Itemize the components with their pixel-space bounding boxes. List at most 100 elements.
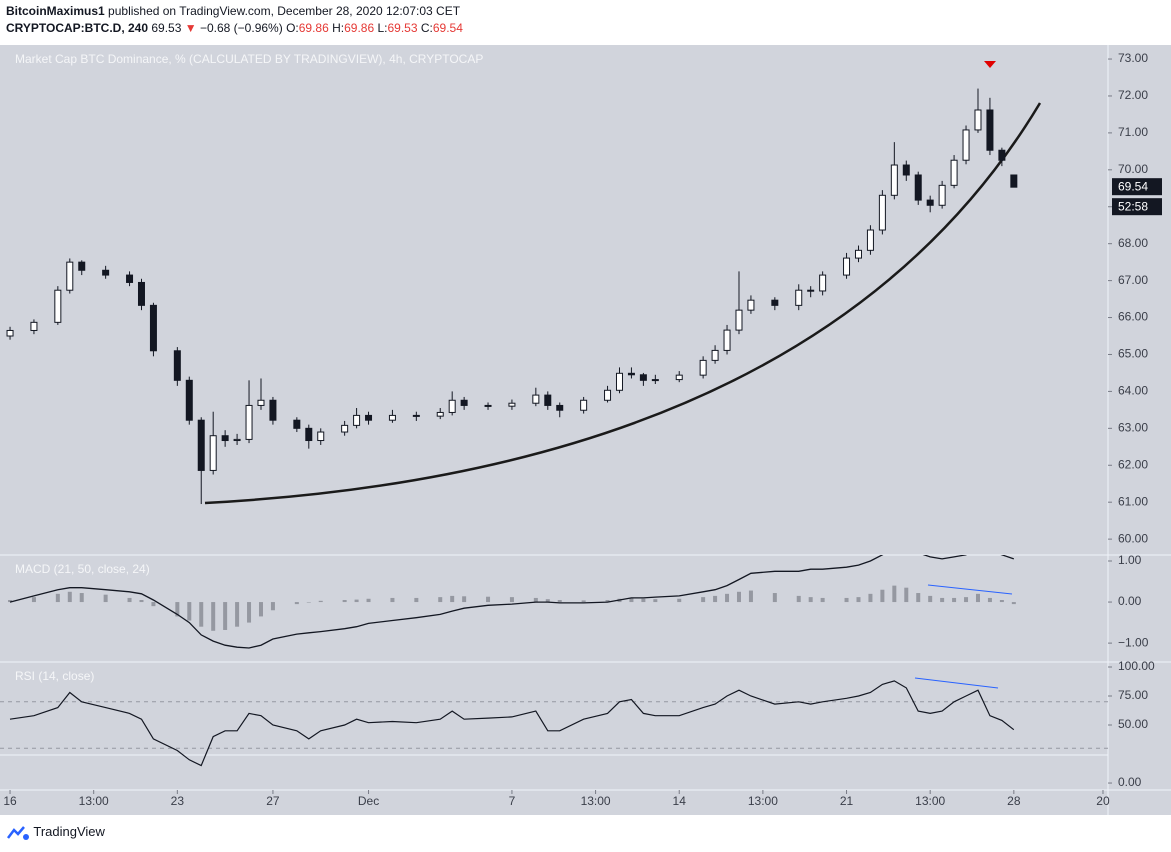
histogram-bar: [199, 602, 204, 627]
histogram-bar: [342, 600, 347, 603]
histogram-bar: [975, 593, 980, 603]
histogram-bar: [55, 593, 60, 603]
candle-body: [556, 404, 564, 411]
histogram-bar: [235, 602, 240, 627]
candle-body: [508, 402, 516, 407]
candle-body: [484, 404, 492, 407]
ohlc-h: H:69.86: [332, 21, 374, 35]
histogram-bar: [713, 595, 718, 603]
histogram-bar: [808, 597, 813, 603]
y-tick-label: 62.00: [1118, 457, 1148, 471]
histogram-bar: [533, 597, 538, 603]
candle-body: [795, 289, 803, 306]
histogram-bar: [390, 597, 395, 603]
x-tick-label: 16: [3, 794, 17, 808]
candle-body: [460, 399, 468, 406]
histogram-bar: [545, 599, 550, 603]
candle-body: [137, 281, 145, 306]
candle-body: [723, 329, 731, 351]
candle-body: [651, 379, 659, 382]
histogram-bar: [438, 597, 443, 603]
candle-body: [185, 379, 193, 421]
histogram-bar: [211, 602, 216, 631]
divergence-line: [927, 584, 1013, 595]
histogram-bar: [796, 595, 801, 603]
candle-body: [950, 159, 958, 186]
candle-body: [819, 274, 827, 292]
histogram-bar: [306, 602, 311, 603]
candle-body: [532, 394, 540, 404]
pane: [8, 555, 1016, 649]
candle-body: [675, 374, 683, 381]
x-tick-label: 13:00: [915, 794, 945, 808]
histogram-bar: [414, 597, 419, 603]
logo: [7, 825, 29, 840]
y-tick-label: 67.00: [1118, 273, 1148, 287]
x-tick-label: 27: [266, 794, 280, 808]
histogram-bar: [509, 597, 514, 603]
published: published on TradingView.com, December 2…: [108, 4, 461, 18]
pane-title: Market Cap BTC Dominance, % (CALCULATED …: [15, 52, 483, 66]
y-tick-label: 100.00: [1118, 659, 1155, 673]
histogram-bar: [916, 593, 921, 603]
candle-body: [866, 229, 874, 251]
histogram-bar: [103, 594, 108, 603]
histogram-bar: [964, 597, 969, 603]
ohlc-c: C:69.54: [421, 21, 463, 35]
candle-body: [580, 399, 588, 411]
pane: [6, 88, 1018, 505]
histogram-bar: [701, 597, 706, 603]
candle-body: [735, 309, 743, 331]
histogram-bar: [725, 593, 730, 603]
y-tick-label: 66.00: [1118, 310, 1148, 324]
histogram-bar: [8, 600, 13, 603]
candle-body: [293, 419, 301, 429]
candle-body: [914, 174, 922, 201]
histogram-bar: [354, 599, 359, 603]
histogram-bar: [67, 591, 72, 603]
histogram-bar: [868, 593, 873, 603]
rsi-line: [9, 680, 1015, 767]
pane-title: RSI (14, close): [15, 669, 94, 683]
histogram-bar: [748, 590, 753, 603]
ohlc-value: 69.53: [387, 21, 418, 35]
x-tick-label: 23: [171, 794, 185, 808]
y-tick-label: 64.00: [1118, 384, 1148, 398]
candle-body: [6, 329, 14, 337]
y-tick-label: 63.00: [1118, 421, 1148, 435]
candle-body: [604, 389, 612, 401]
x-tick-label: Dec: [358, 794, 379, 808]
histogram-bar: [1011, 602, 1016, 605]
histogram-bar: [928, 595, 933, 603]
countdown-label: 52:58: [1118, 199, 1148, 213]
y-tick-label: 50.00: [1118, 717, 1148, 731]
candle-body: [699, 359, 707, 376]
y-tick-label: −1.00: [1118, 635, 1149, 649]
histogram-bar: [294, 602, 299, 605]
candle-body: [269, 399, 277, 421]
candle-body: [926, 199, 934, 206]
x-tick-label: 7: [509, 794, 516, 808]
candle-body: [544, 394, 552, 406]
histogram-bar: [736, 591, 741, 603]
histogram-bar: [486, 596, 491, 603]
histogram-bar: [247, 602, 252, 623]
histogram-bar: [127, 597, 132, 603]
candle-body: [412, 414, 420, 417]
candle-body: [317, 431, 325, 442]
histogram-bar: [462, 596, 467, 603]
header-line-2: CRYPTOCAP:BTC.D, 240 69.53 ▼ −0.68 (−0.9…: [6, 20, 463, 37]
top-marker: [984, 61, 996, 68]
footer: TradingView: [6, 824, 105, 841]
candle-body: [747, 299, 755, 311]
candle-body: [365, 414, 373, 421]
countdown-box: [1112, 198, 1162, 216]
trend-curve: [204, 102, 1042, 505]
histogram-bar: [629, 597, 634, 603]
y-tick-label: 0.00: [1118, 775, 1142, 789]
histogram-bar: [139, 600, 144, 603]
author: BitcoinMaximus1: [6, 4, 105, 18]
histogram-bar: [318, 600, 323, 603]
ohlc-label: H:: [332, 21, 345, 35]
symbol: CRYPTOCAP:BTC.D, 240: [6, 21, 149, 35]
